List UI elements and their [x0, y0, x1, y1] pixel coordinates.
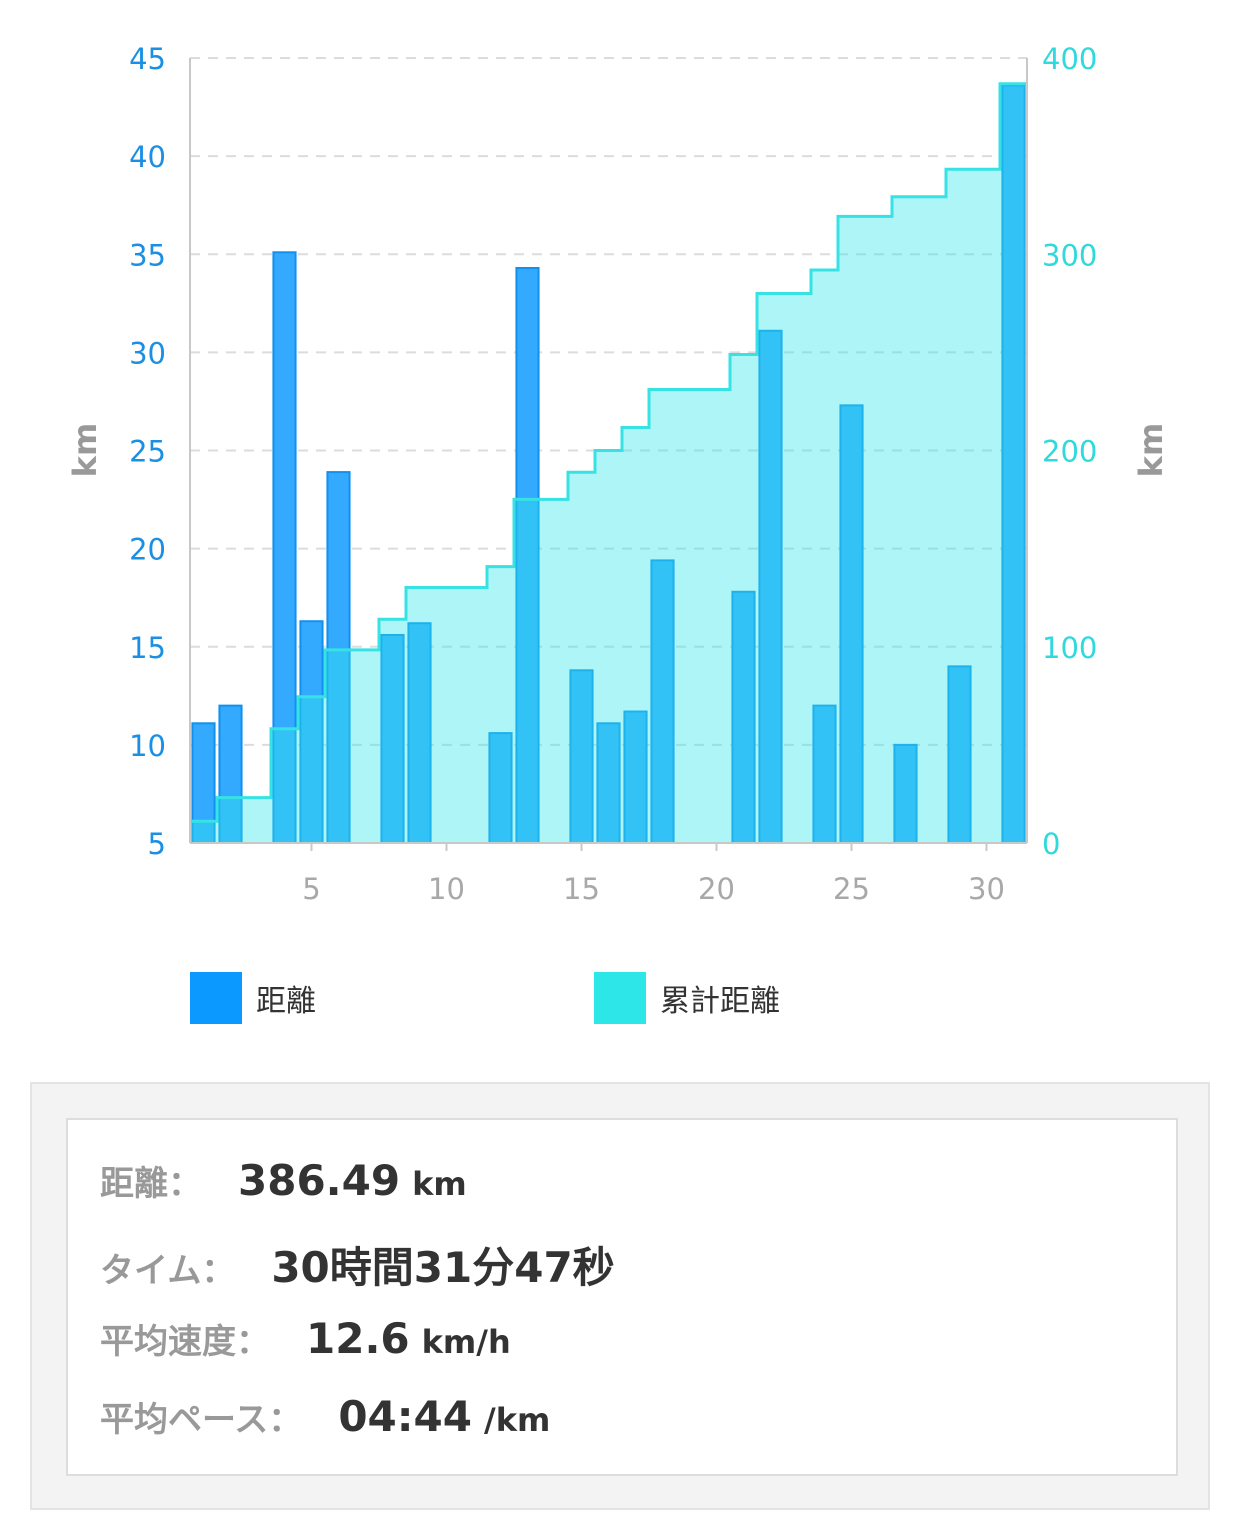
x-tick-label: 30 [968, 872, 1005, 906]
stat-value-avg-speed: 12.6 [306, 1314, 410, 1363]
y-right-axis-label: km [1132, 423, 1170, 478]
legend-label-cumulative: 累計距離 [660, 984, 780, 1019]
stat-label-distance: 距離： [100, 1164, 202, 1204]
cumulative-line [190, 82, 1027, 823]
x-tick-label: 15 [563, 872, 600, 906]
y-right-tick-label: 200 [1042, 435, 1097, 469]
y-right-tick-label: 300 [1042, 238, 1097, 272]
y-left-tick-label: 20 [129, 533, 166, 567]
y-left-tick-label: 40 [129, 140, 166, 174]
x-tick-label: 5 [302, 872, 320, 906]
x-tick-label: 10 [428, 872, 465, 906]
stat-unit-avg-speed: km/h [421, 1323, 511, 1361]
y-left-axis-label: km [66, 423, 104, 478]
stat-row-avg-pace: 平均ペース： 04:44 /km [100, 1392, 550, 1452]
legend-label-distance: 距離 [256, 984, 316, 1019]
y-left-tick-label: 35 [129, 238, 166, 272]
legend-swatch-cumulative [594, 972, 646, 1024]
y-left-tick-label: 5 [148, 827, 166, 861]
stat-unit-distance: km [412, 1165, 467, 1203]
summary-card: 距離： 386.49 km タイム： 30時間31分47秒 平均速度： 12.6… [66, 1118, 1178, 1476]
y-left-tick-label: 15 [129, 631, 166, 665]
stat-unit-avg-pace: /km [484, 1401, 551, 1439]
legend-item-distance[interactable]: 距離 [190, 972, 316, 1024]
y-left-tick-label: 25 [129, 435, 166, 469]
y-right-tick-label: 0 [1042, 827, 1060, 861]
x-tick-label: 25 [833, 872, 870, 906]
stat-value-avg-pace: 04:44 [338, 1392, 473, 1441]
stat-row-time: タイム： 30時間31分47秒 [100, 1234, 615, 1294]
stat-row-avg-speed: 平均速度： 12.6 km/h [100, 1314, 511, 1374]
y-right-tick-label: 100 [1042, 631, 1097, 665]
y-left-tick-label: 30 [129, 336, 166, 370]
stat-label-avg-pace: 平均ペース： [100, 1400, 303, 1440]
stat-label-avg-speed: 平均速度： [100, 1322, 270, 1362]
legend-item-cumulative[interactable]: 累計距離 [594, 972, 780, 1024]
stat-value-time: 30時間31分47秒 [271, 1243, 615, 1292]
stat-label-time: タイム： [100, 1251, 236, 1291]
x-tick-label: 20 [698, 872, 735, 906]
y-right-tick-label: 400 [1042, 42, 1097, 76]
y-left-tick-label: 10 [129, 729, 166, 763]
stat-value-distance: 386.49 [238, 1156, 401, 1205]
distance-chart: 5 10 15 20 25 30 35 40 45 0 100 200 300 400 5 10 15 20 25 3… [66, 42, 1170, 906]
y-left-tick-label: 45 [129, 42, 166, 76]
legend-swatch-distance [190, 972, 242, 1024]
cumulative-area [190, 83, 1027, 844]
stat-row-distance: 距離： 386.49 km [100, 1156, 467, 1216]
summary-panel: 距離： 386.49 km タイム： 30時間31分47秒 平均速度： 12.6… [30, 1082, 1210, 1510]
